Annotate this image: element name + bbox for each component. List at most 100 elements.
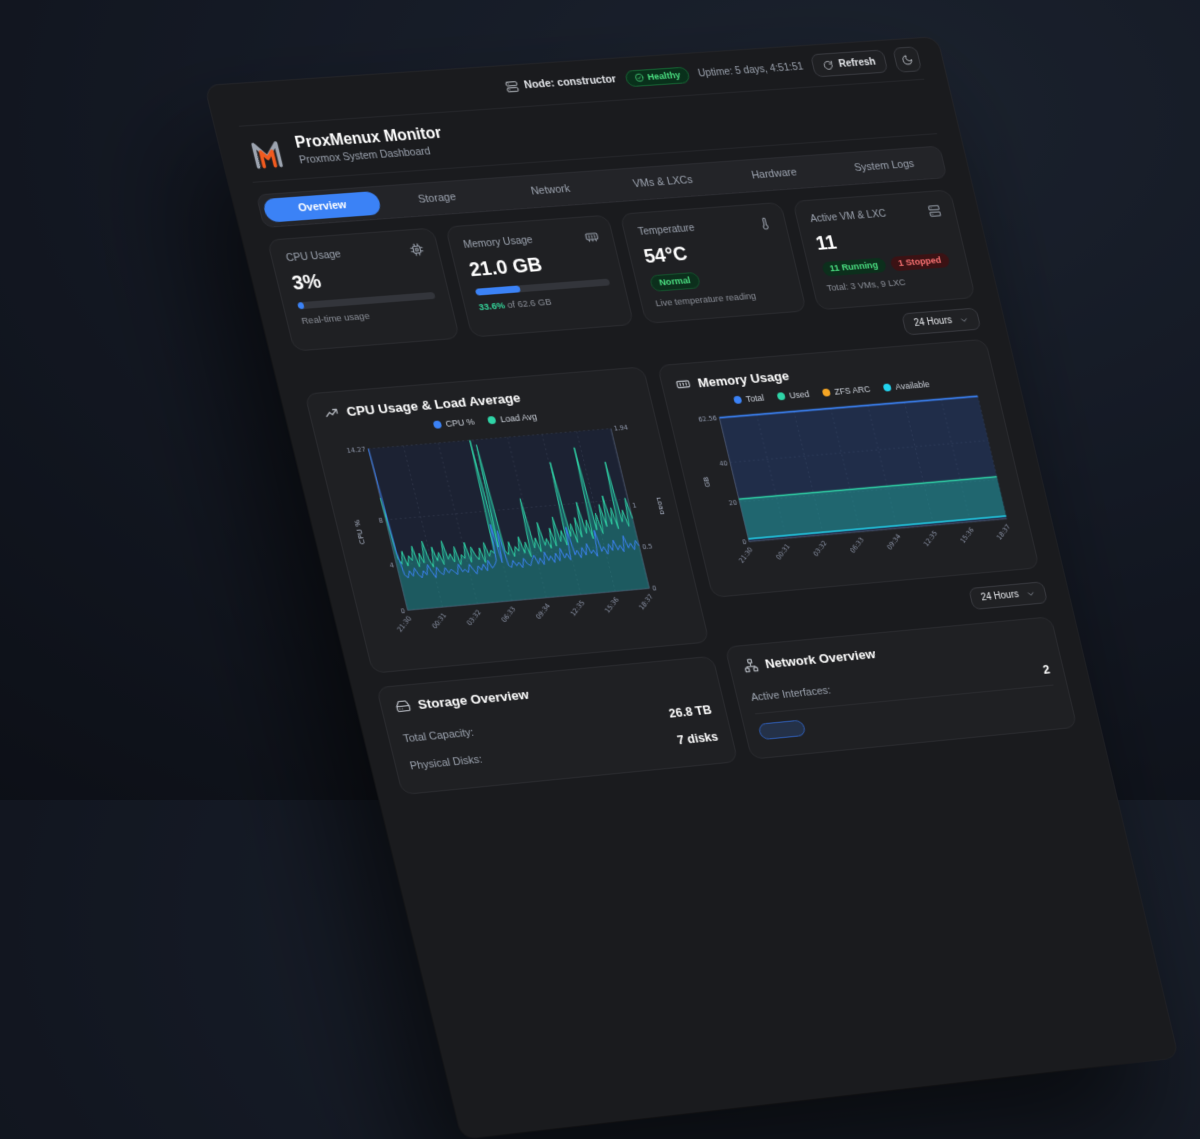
svg-text:20: 20: [728, 499, 738, 507]
legend-dot-cpu: [432, 420, 442, 428]
svg-text:06:33: 06:33: [849, 536, 866, 555]
cpu-icon: [408, 242, 425, 257]
health-badge-label: Healthy: [646, 70, 681, 83]
vm-stopped-badge: 1 Stopped: [889, 253, 950, 272]
svg-text:4: 4: [389, 562, 395, 570]
moon-icon: [900, 53, 914, 66]
tab-hardware[interactable]: Hardware: [716, 159, 832, 190]
storage-overview-card: Storage Overview Total Capacity: 26.8 TB…: [376, 655, 739, 794]
memory-usage-card: Memory Usage 21.0 GB 33.6% of 62.6 GB: [444, 215, 634, 338]
memory-progress-fill: [474, 285, 521, 295]
vm-card-title: Active VM & LXC: [809, 208, 887, 225]
refresh-button[interactable]: Refresh: [810, 49, 889, 77]
legend-dot-available: [882, 383, 891, 391]
tab-system-logs[interactable]: System Logs: [827, 151, 942, 182]
memory-chart-icon: [674, 376, 692, 392]
memory-total: of 62.6 GB: [504, 297, 553, 311]
cpu-card-title: CPU Usage: [285, 248, 342, 264]
dashboard-panel: Node: constructor Healthy Uptime: 5 days…: [205, 37, 1178, 1139]
network-interfaces-value: 2: [1042, 663, 1052, 677]
svg-text:0.5: 0.5: [641, 543, 653, 552]
chevron-down-icon-2: [1025, 589, 1036, 599]
legend-dot-load: [487, 416, 497, 424]
svg-text:00:31: 00:31: [775, 542, 792, 561]
memory-icon: [583, 229, 600, 244]
svg-text:18:37: 18:37: [638, 593, 655, 612]
svg-text:15:36: 15:36: [603, 596, 620, 615]
chevron-down-icon: [958, 315, 970, 325]
time-range-value-2: 24 Hours: [980, 590, 1020, 604]
cpu-chart-card: CPU Usage & Load Average CPU % Load Avg …: [304, 366, 709, 673]
cpu-value: 3%: [290, 263, 432, 296]
svg-text:03:32: 03:32: [812, 539, 829, 558]
time-range-select[interactable]: 24 Hours: [901, 308, 981, 336]
legend-dot-zfs: [822, 388, 831, 396]
tab-storage[interactable]: Storage: [377, 183, 497, 215]
node-label: Node: constructor: [523, 73, 617, 91]
svg-text:0: 0: [741, 538, 747, 546]
legend-cpu-percent: CPU %: [432, 417, 476, 430]
svg-text:62.56: 62.56: [698, 414, 718, 423]
svg-text:GB: GB: [701, 476, 712, 488]
memory-chart-title: Memory Usage: [696, 368, 790, 390]
refresh-icon: [822, 59, 835, 70]
vm-count-value: 11: [814, 224, 950, 256]
storage-capacity-value: 26.8 TB: [667, 703, 713, 720]
check-circle-icon: [633, 73, 645, 83]
temperature-status-badge: Normal: [649, 272, 701, 292]
svg-text:00:31: 00:31: [431, 611, 449, 630]
charts-grid: CPU Usage & Load Average CPU % Load Avg …: [304, 339, 1077, 795]
storage-overview-title: Storage Overview: [416, 687, 530, 712]
svg-text:12:35: 12:35: [569, 599, 586, 618]
cpu-progress-fill: [297, 302, 305, 309]
memory-subtitle: 33.6% of 62.6 GB: [478, 292, 615, 313]
svg-text:8: 8: [378, 517, 384, 525]
node-indicator: Node: constructor: [505, 73, 618, 93]
network-overview-card: Network Overview Active Interfaces: 2: [724, 616, 1077, 759]
temperature-card-title: Temperature: [637, 222, 696, 238]
tab-network[interactable]: Network: [491, 175, 610, 206]
interface-chip[interactable]: [757, 720, 806, 741]
theme-toggle-button[interactable]: [892, 46, 922, 72]
tab-vms-lxcs[interactable]: VMs & LXCs: [604, 167, 721, 198]
svg-text:06:33: 06:33: [500, 605, 517, 624]
svg-text:1.94: 1.94: [613, 424, 629, 433]
cpu-load-chart: 21:30 00:31 03:32 06:33 09:34 12:35 15:36 18:37…: [331, 415, 692, 659]
memory-chart-card: Memory Usage Total Used ZFS ARC: [657, 339, 1040, 598]
hard-drive-icon: [394, 698, 412, 714]
thermometer-icon: [756, 216, 772, 230]
svg-text:12:35: 12:35: [922, 529, 939, 548]
tab-overview[interactable]: Overview: [262, 191, 383, 223]
memory-card-title: Memory Usage: [462, 234, 534, 251]
svg-text:09:34: 09:34: [535, 602, 552, 621]
svg-text:40: 40: [718, 459, 728, 467]
memory-chart: 21:30 00:31 03:32 06:33 09:34 12:35 15:36 18:37…: [682, 386, 1023, 583]
svg-text:CPU %: CPU %: [352, 519, 367, 545]
server-stack-icon: [926, 204, 942, 218]
cpu-usage-card: CPU Usage 3% Real-time usage: [267, 228, 460, 352]
svg-text:09:34: 09:34: [886, 533, 903, 552]
memory-value: 21.0 GB: [467, 250, 607, 282]
svg-text:21:30: 21:30: [396, 614, 414, 633]
memory-percent: 33.6%: [478, 300, 507, 313]
svg-text:15:36: 15:36: [959, 526, 976, 545]
refresh-label: Refresh: [837, 56, 876, 70]
cpu-subtitle: Real-time usage: [300, 306, 439, 327]
svg-text:18:37: 18:37: [995, 523, 1012, 542]
temperature-card: Temperature 54°C Normal Live temperature…: [619, 202, 806, 324]
svg-text:Load: Load: [655, 497, 668, 516]
legend-dot-total: [733, 396, 742, 404]
temperature-subtitle: Live temperature reading: [654, 288, 789, 309]
svg-text:21:30: 21:30: [737, 546, 754, 565]
health-badge: Healthy: [624, 66, 691, 87]
svg-text:03:32: 03:32: [465, 608, 482, 627]
svg-text:14.27: 14.27: [346, 446, 367, 455]
time-range-select-2[interactable]: 24 Hours: [969, 582, 1049, 611]
network-icon: [742, 658, 760, 674]
legend-used: Used: [776, 389, 810, 401]
legend-total: Total: [733, 393, 766, 405]
svg-text:0: 0: [400, 607, 406, 615]
server-icon: [505, 79, 521, 92]
time-range-value: 24 Hours: [913, 315, 953, 328]
vm-running-badge: 11 Running: [821, 258, 887, 277]
